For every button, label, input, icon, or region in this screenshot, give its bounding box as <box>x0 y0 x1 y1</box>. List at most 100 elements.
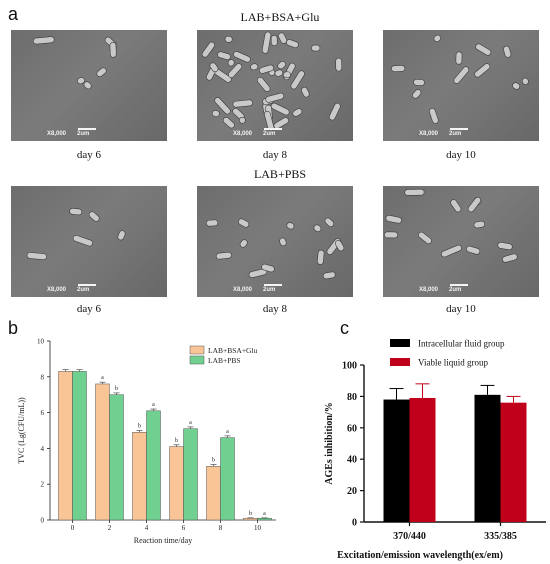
bacterium <box>72 235 93 247</box>
bacterium <box>328 102 341 121</box>
x-tick-label: 6 <box>182 524 186 532</box>
bacteria-cells <box>391 34 529 124</box>
significance-letter: a <box>101 375 104 381</box>
panel-c-letter: c <box>340 318 349 338</box>
bacterium <box>228 63 243 78</box>
image-caption: day 10 <box>446 303 476 315</box>
significance-letter: b <box>212 458 215 464</box>
bacterium <box>317 249 325 265</box>
scale-bar <box>450 128 468 130</box>
legend-swatch <box>189 355 205 365</box>
bacterium <box>282 71 292 79</box>
bacterium <box>474 63 491 78</box>
bacterium <box>26 252 47 261</box>
bacterium <box>250 63 259 71</box>
bar <box>72 371 87 521</box>
bar <box>243 517 258 521</box>
scale-bar <box>450 284 468 286</box>
bacterium <box>512 82 521 90</box>
scale-label: 2um <box>449 287 462 293</box>
y-tick-label: 6 <box>41 409 45 417</box>
significance-letter: a <box>152 402 155 408</box>
bar <box>58 371 73 521</box>
y-tick-label: 2 <box>41 481 45 489</box>
bacterium <box>278 32 288 44</box>
bacterium <box>521 77 529 85</box>
bacterium <box>466 245 481 255</box>
bacterium <box>211 110 220 117</box>
bacterium <box>270 35 278 47</box>
bacterium <box>274 69 284 77</box>
significance-letter: b <box>115 386 118 392</box>
scale-bar <box>264 128 282 130</box>
y-tick-label: 40 <box>347 455 357 466</box>
magnification-label: X8,000 <box>47 287 67 293</box>
magnification-label: X8,000 <box>419 131 439 137</box>
image-caption: day 10 <box>446 149 476 161</box>
bacterium <box>286 222 295 230</box>
bacterium <box>503 45 512 58</box>
bacterium <box>215 251 232 260</box>
legend-swatch <box>189 345 205 355</box>
bacteria-cells <box>384 188 518 263</box>
y-tick-label: 0 <box>352 518 357 529</box>
x-tick-label: 370/440 <box>393 531 426 542</box>
bacterium <box>475 43 492 56</box>
sem-image: X8,000 2um <box>197 30 353 141</box>
bacterium <box>77 77 85 85</box>
bacterium <box>96 67 107 77</box>
row1-title: LAB+BSA+Glu <box>240 10 320 24</box>
bacterium <box>265 92 285 103</box>
bacterium <box>69 208 83 216</box>
scale-bar <box>78 128 96 130</box>
x-tick-label: 4 <box>145 524 149 532</box>
significance-letter: a <box>189 420 192 426</box>
y-tick-label: 80 <box>347 392 357 403</box>
bacterium <box>270 102 290 116</box>
bacterium <box>413 78 425 86</box>
bacterium <box>428 108 439 124</box>
row2-title: LAB+PBS <box>253 167 307 181</box>
bar <box>383 399 410 522</box>
bacterium <box>109 42 117 58</box>
bacterium <box>290 70 305 90</box>
bacterium <box>467 196 481 213</box>
image-caption: day 8 <box>262 149 288 161</box>
y-tick-label: 20 <box>347 486 357 497</box>
legend-swatch <box>390 358 410 366</box>
panel-b-letter: b <box>8 318 19 338</box>
bacterium <box>261 31 272 54</box>
bacterium <box>261 263 275 273</box>
bacterium <box>238 218 250 228</box>
sem-image: X8,000 2um <box>11 30 167 141</box>
magnification-label: X8,000 <box>233 131 253 137</box>
bacterium <box>453 66 470 84</box>
bacterium <box>259 64 274 74</box>
bacterium <box>292 108 303 117</box>
bacterium <box>324 217 335 227</box>
sem-image: X8,000 2um <box>383 30 539 141</box>
bacterium <box>32 36 55 45</box>
bacterium <box>214 97 231 115</box>
bar <box>409 397 436 522</box>
bacterium <box>224 35 233 43</box>
legend-label: LAB+PBS <box>208 356 241 365</box>
sem-image: X8,000 2um <box>11 186 167 297</box>
bacterium <box>222 117 235 129</box>
bacterium <box>385 214 402 224</box>
bacterium <box>441 244 462 258</box>
x-tick-label: 335/385 <box>484 531 517 542</box>
bacterium <box>412 89 422 99</box>
significance-letter: b <box>175 438 178 444</box>
bar <box>500 402 527 522</box>
x-tick-label: 0 <box>71 524 75 532</box>
y-axis-label: TVC (Lg(CFU/mL)) <box>17 397 26 464</box>
panel-a-letter: a <box>8 4 19 24</box>
scale-label: 2um <box>263 287 276 293</box>
bacterium <box>239 239 248 248</box>
bacterium <box>418 231 432 245</box>
bacterium <box>233 51 251 63</box>
bacterium <box>273 117 289 129</box>
y-tick-label: 100 <box>342 361 357 372</box>
bacterium <box>88 211 100 222</box>
